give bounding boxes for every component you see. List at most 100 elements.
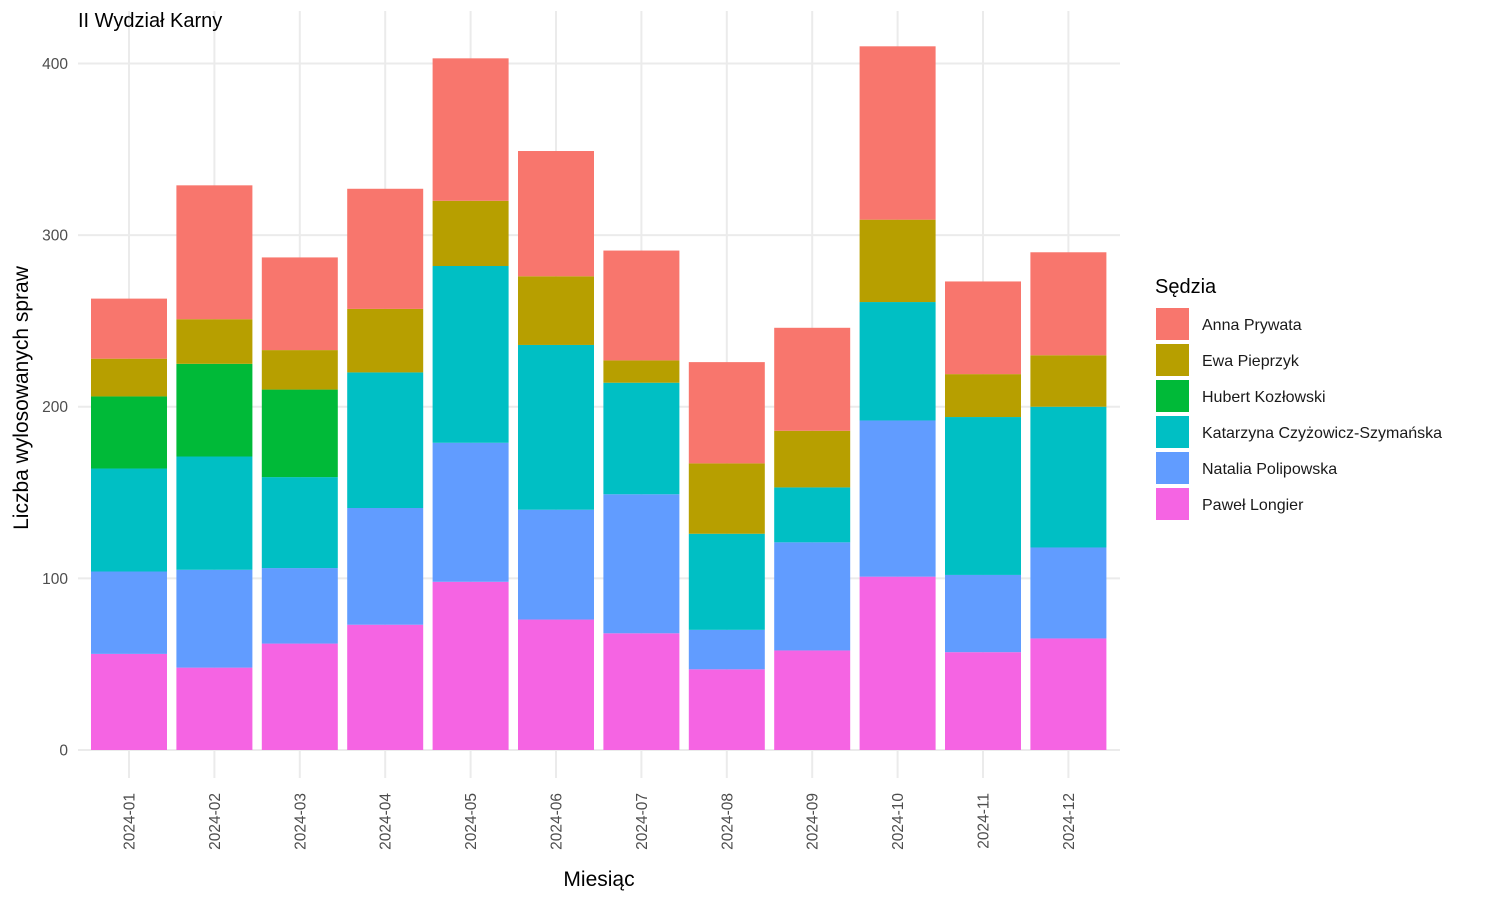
bar-segment <box>1030 355 1107 407</box>
bar-segment <box>859 219 936 303</box>
bar-segment <box>945 574 1021 653</box>
bar-segment <box>518 619 594 750</box>
legend-label: Ewa Pieprzyk <box>1202 353 1300 370</box>
x-tick-label: 2024-04 <box>378 793 395 850</box>
legend: Sędzia Anna Prywata Ewa Pieprzyk Hubert Ko… <box>1155 276 1442 520</box>
y-tick-label: 300 <box>42 228 68 245</box>
bar-segment <box>688 669 765 750</box>
bar-segment <box>603 250 680 361</box>
bar-segment <box>1030 252 1107 356</box>
x-tick-label: 2024-02 <box>207 793 224 850</box>
bar-segment <box>261 350 338 390</box>
x-tick-label: 2024-11 <box>976 793 993 849</box>
bar-segment <box>688 362 765 464</box>
bar-segment <box>347 624 424 750</box>
bar-segment <box>518 344 594 510</box>
bar-segment <box>432 442 509 582</box>
legend-label: Hubert Kozłowski <box>1202 389 1326 406</box>
x-axis-title: Miesiąc <box>563 868 634 891</box>
y-axis-title: Liczba wylosowanych spraw <box>10 265 33 530</box>
x-tick-label: 2024-06 <box>549 793 566 850</box>
x-tick-label: 2024-01 <box>122 793 139 850</box>
bar-segment <box>774 487 851 543</box>
bar-segment <box>261 568 338 644</box>
chart-title: II Wydział Karny <box>78 10 222 32</box>
legend-swatch <box>1156 488 1189 520</box>
x-tick-label: 2024-09 <box>805 793 822 850</box>
bar-segment <box>859 576 936 750</box>
bar-segment <box>945 652 1021 750</box>
bar-segment <box>1030 638 1107 750</box>
x-tick-label: 2024-08 <box>719 793 736 850</box>
bar-segment <box>945 281 1021 375</box>
bar-segment <box>347 508 424 625</box>
bar-segment <box>261 477 338 569</box>
bar-segment <box>688 629 765 670</box>
bar-segment <box>603 360 680 383</box>
bar-segment <box>774 327 851 431</box>
legend-swatch <box>1156 416 1189 448</box>
bar-segment <box>774 430 851 488</box>
bar-segment <box>603 633 680 750</box>
bar-segment <box>945 417 1021 575</box>
bar-segment <box>91 358 167 397</box>
y-tick-label: 400 <box>42 56 68 73</box>
y-axis-ticks: 0 100 200 300 400 <box>42 56 68 760</box>
legend-label: Paweł Longier <box>1202 497 1304 514</box>
x-tick-label: 2024-07 <box>634 793 651 850</box>
bar-segment <box>518 509 594 620</box>
legend-swatch <box>1156 452 1189 484</box>
bar-segment <box>261 389 338 478</box>
bar-segment <box>603 494 680 634</box>
bar-segment <box>518 151 594 277</box>
bar-segment <box>91 298 167 359</box>
x-tick-label: 2024-03 <box>292 793 309 850</box>
bar-segment <box>347 188 424 309</box>
bar-segment <box>261 257 338 351</box>
bar-segment <box>347 372 424 509</box>
y-tick-label: 200 <box>42 399 68 416</box>
legend-swatch <box>1156 344 1189 376</box>
bars <box>91 46 1107 750</box>
bar-segment <box>688 533 765 630</box>
bar-segment <box>91 396 167 469</box>
legend-label: Katarzyna Czyżowicz-Szymańska <box>1202 425 1442 442</box>
bar-segment <box>176 363 253 457</box>
x-tick-label: 2024-12 <box>1061 793 1078 850</box>
bar-segment <box>518 276 594 345</box>
bar-segment <box>432 581 509 750</box>
bar-segment <box>91 571 167 654</box>
bar-segment <box>774 542 851 651</box>
bar-segment <box>859 420 936 577</box>
bar-segment <box>176 569 253 668</box>
bar-segment <box>432 266 509 443</box>
bar-segment <box>432 58 509 201</box>
legend-label: Anna Prywata <box>1202 317 1302 334</box>
bar-segment <box>859 46 936 220</box>
bar-segment <box>859 302 936 421</box>
bar-segment <box>176 185 253 320</box>
bar-segment <box>347 308 424 373</box>
bar-segment <box>688 463 765 534</box>
bar-segment <box>91 653 167 750</box>
bar-segment <box>603 382 680 495</box>
bar-segment <box>91 468 167 572</box>
legend-swatch <box>1156 380 1189 412</box>
legend-title: Sędzia <box>1155 276 1217 298</box>
bar-segment <box>176 319 253 364</box>
bar-segment <box>432 200 509 267</box>
bar-segment <box>261 643 338 750</box>
bar-segment <box>176 667 253 750</box>
bar-segment <box>945 374 1021 418</box>
legend-label: Natalia Polipowska <box>1202 461 1337 478</box>
bar-segment <box>774 650 851 750</box>
x-tick-label: 2024-10 <box>890 793 907 850</box>
y-tick-label: 0 <box>59 743 68 760</box>
x-tick-label: 2024-05 <box>463 793 480 850</box>
bar-segment <box>1030 547 1107 639</box>
x-axis-ticks: 2024-01 2024-02 2024-03 2024-04 2024-05 2024-… <box>122 793 1078 850</box>
bar-segment <box>176 456 253 570</box>
legend-swatch <box>1156 308 1189 340</box>
bar-segment <box>1030 406 1107 548</box>
